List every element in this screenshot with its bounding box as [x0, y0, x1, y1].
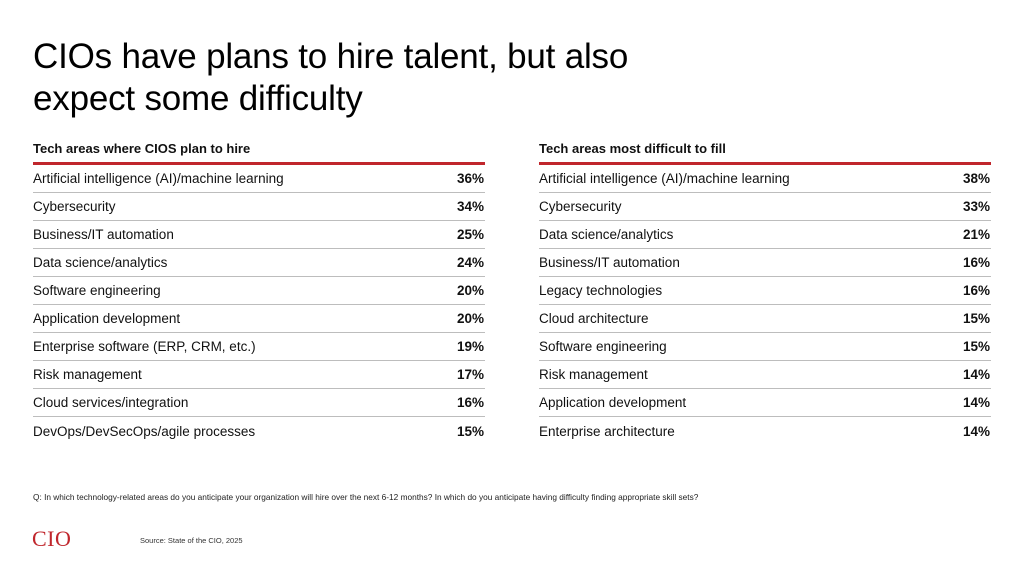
row-label: Cybersecurity	[33, 199, 116, 214]
row-value: 16%	[962, 283, 990, 298]
hire-areas-rule	[33, 162, 485, 165]
difficult-areas-rows: Artificial intelligence (AI)/machine lea…	[539, 165, 991, 445]
row-value: 16%	[456, 395, 484, 410]
row-value: 17%	[456, 367, 484, 382]
row-value: 15%	[962, 339, 990, 354]
source-note: Source: State of the CIO, 2025	[140, 536, 243, 545]
table-row: Software engineering 15%	[539, 333, 991, 361]
row-value: 20%	[456, 283, 484, 298]
row-label: Software engineering	[33, 283, 161, 298]
title-line-2: expect some difficulty	[33, 79, 363, 118]
row-label: Application development	[539, 395, 687, 410]
row-label: Risk management	[33, 367, 142, 382]
table-row: Enterprise software (ERP, CRM, etc.) 19%	[33, 333, 485, 361]
table-row: Artificial intelligence (AI)/machine lea…	[539, 165, 991, 193]
table-row: Cloud architecture 15%	[539, 305, 991, 333]
table-row: Business/IT automation 16%	[539, 249, 991, 277]
table-row: Data science/analytics 24%	[33, 249, 485, 277]
table-row: Application development 20%	[33, 305, 485, 333]
row-value: 14%	[962, 395, 990, 410]
difficult-areas-heading: Tech areas most difficult to fill	[539, 141, 726, 156]
row-value: 20%	[456, 311, 484, 326]
table-row: Risk management 17%	[33, 361, 485, 389]
table-row: Software engineering 20%	[33, 277, 485, 305]
row-label: Risk management	[539, 367, 648, 382]
hire-areas-table: Tech areas where CIOS plan to hire Artif…	[33, 141, 485, 445]
table-row: Risk management 14%	[539, 361, 991, 389]
row-label: Data science/analytics	[539, 227, 674, 242]
row-label: Cloud services/integration	[33, 395, 189, 410]
survey-question: Q: In which technology-related areas do …	[33, 492, 699, 502]
cio-logo: CIO	[32, 526, 72, 551]
row-value: 14%	[962, 367, 990, 382]
slide-title: CIOs have plans to hire talent, but also…	[33, 36, 793, 120]
row-value: 24%	[456, 255, 484, 270]
row-label: Application development	[33, 311, 181, 326]
row-label: Cybersecurity	[539, 199, 622, 214]
row-value: 38%	[962, 171, 990, 186]
row-value: 36%	[456, 171, 484, 186]
table-row: Legacy technologies 16%	[539, 277, 991, 305]
table-row: Cybersecurity 34%	[33, 193, 485, 221]
table-row: Application development 14%	[539, 389, 991, 417]
row-value: 16%	[962, 255, 990, 270]
title-line-1: CIOs have plans to hire talent, but also	[33, 37, 629, 76]
hire-areas-rows: Artificial intelligence (AI)/machine lea…	[33, 165, 485, 445]
row-label: Enterprise software (ERP, CRM, etc.)	[33, 339, 256, 354]
row-value: 21%	[962, 227, 990, 242]
table-row: Cloud services/integration 16%	[33, 389, 485, 417]
row-value: 25%	[456, 227, 484, 242]
row-label: Data science/analytics	[33, 255, 168, 270]
row-label: DevOps/DevSecOps/agile processes	[33, 423, 256, 439]
table-row: Artificial intelligence (AI)/machine lea…	[33, 165, 485, 193]
row-label: Artificial intelligence (AI)/machine lea…	[33, 171, 284, 186]
row-label: Business/IT automation	[539, 255, 680, 270]
table-row: DevOps/DevSecOps/agile processes 15%	[33, 417, 485, 445]
row-label: Enterprise architecture	[539, 423, 675, 439]
row-label: Software engineering	[539, 339, 667, 354]
row-value: 19%	[456, 339, 484, 354]
table-row: Cybersecurity 33%	[539, 193, 991, 221]
row-value: 33%	[962, 199, 990, 214]
row-value: 34%	[456, 199, 484, 214]
row-label: Business/IT automation	[33, 227, 174, 242]
row-label: Legacy technologies	[539, 283, 663, 298]
row-value: 15%	[962, 311, 990, 326]
hire-areas-heading: Tech areas where CIOS plan to hire	[33, 141, 251, 156]
row-value: 15%	[456, 423, 484, 439]
table-row: Data science/analytics 21%	[539, 221, 991, 249]
row-label: Artificial intelligence (AI)/machine lea…	[539, 171, 790, 186]
table-row: Enterprise architecture 14%	[539, 417, 991, 445]
table-row: Business/IT automation 25%	[33, 221, 485, 249]
row-value: 14%	[962, 423, 990, 439]
difficult-areas-rule	[539, 162, 991, 165]
difficult-areas-table: Tech areas most difficult to fill Artifi…	[539, 141, 991, 445]
row-label: Cloud architecture	[539, 311, 649, 326]
